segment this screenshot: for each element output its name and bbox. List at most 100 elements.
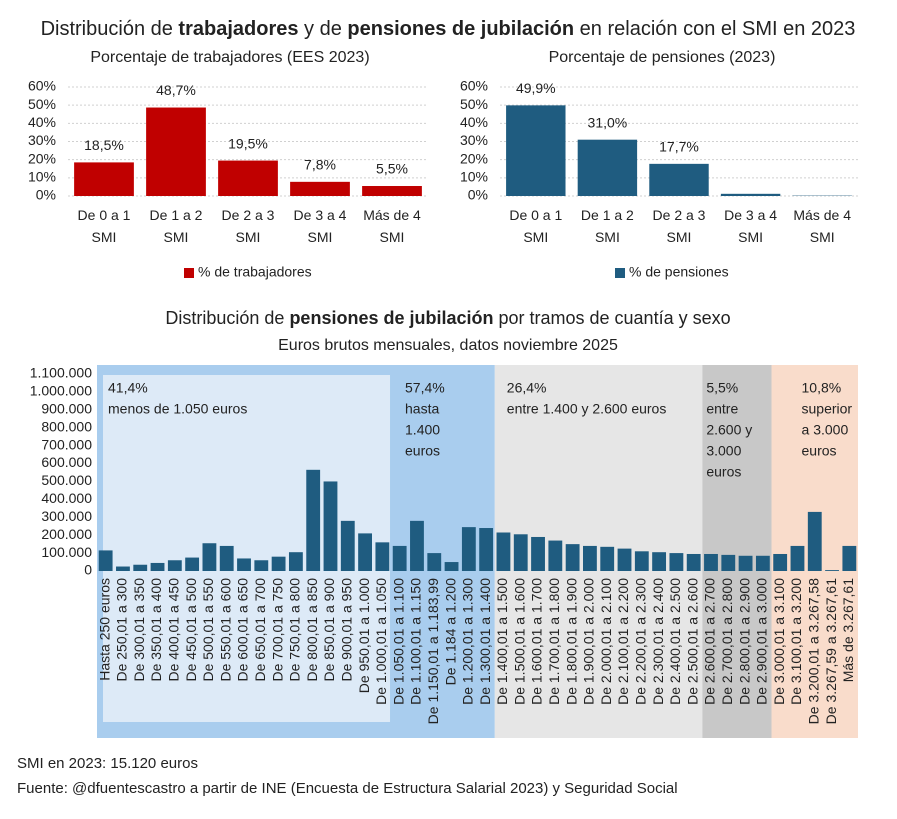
value-label: 49,9% bbox=[516, 80, 556, 96]
x-tick-label: De 1.200,01 a 1.300 bbox=[460, 578, 476, 705]
bar bbox=[392, 545, 407, 571]
bar bbox=[634, 551, 649, 571]
region bbox=[702, 365, 772, 738]
x-tick-line: SMI bbox=[667, 229, 692, 245]
y-tick-label: 20% bbox=[460, 150, 488, 166]
x-tick-label: De 900,01 a 950 bbox=[338, 578, 354, 682]
bar bbox=[340, 520, 355, 571]
x-tick-label: De 550,01 a 600 bbox=[217, 578, 233, 682]
title-part: Distribución de bbox=[41, 18, 179, 40]
x-tick-label: De 1.100,01 a 1.150 bbox=[408, 578, 424, 705]
x-tick-label: De 3.000,01 a 3.100 bbox=[771, 578, 787, 705]
x-tick-line: De 2 a 3 bbox=[653, 207, 706, 223]
x-tick-label: De 850,01 a 900 bbox=[321, 578, 337, 682]
x-tick-label: De 950,01 a 1.000 bbox=[356, 578, 372, 693]
y-tick-label: 0% bbox=[468, 187, 488, 203]
value-label: 19,5% bbox=[228, 135, 268, 151]
x-tick-label: De 2.500,01 a 2.600 bbox=[684, 578, 700, 705]
x-tick-label: De 3.267,59 a 3.267,61 bbox=[823, 578, 839, 725]
x-tick-label: De 2.800,01 a 2.900 bbox=[736, 578, 752, 705]
x-tick-label: De 2.000,01 a 2.100 bbox=[598, 578, 614, 705]
y-tick-label: 100.000 bbox=[41, 544, 92, 560]
bar bbox=[323, 481, 338, 571]
bar bbox=[271, 556, 286, 571]
value-label: 31,0% bbox=[588, 114, 628, 130]
bar bbox=[600, 546, 615, 571]
bar bbox=[531, 536, 545, 571]
bar bbox=[773, 553, 788, 571]
x-tick-label: De 1.300,01 a 1.400 bbox=[477, 578, 493, 705]
bar bbox=[116, 566, 130, 571]
bar bbox=[669, 553, 684, 571]
title-part: pensiones de jubilación bbox=[289, 308, 493, 328]
annotation: 57,4% bbox=[405, 380, 445, 396]
x-tick-label: De 650,01 a 700 bbox=[252, 578, 268, 682]
bar bbox=[617, 548, 632, 571]
bar bbox=[583, 545, 597, 571]
x-tick-line: SMI bbox=[595, 229, 620, 245]
annotation: menos de 1.050 euros bbox=[108, 401, 247, 417]
x-tick-label: De 250,01 a 300 bbox=[114, 578, 130, 682]
x-tick-line: SMI bbox=[308, 229, 333, 245]
title-part: por tramos de cuantía y sexo bbox=[493, 308, 730, 328]
x-tick-line: SMI bbox=[738, 229, 763, 245]
y-tick-label: 700.000 bbox=[41, 436, 92, 452]
y-tick-label: 300.000 bbox=[41, 508, 92, 524]
y-tick-label: 600.000 bbox=[41, 454, 92, 470]
y-tick-label: 60% bbox=[460, 78, 488, 94]
bar bbox=[254, 560, 269, 571]
bar bbox=[167, 560, 182, 571]
x-tick-label: De 2 a 3 SMI bbox=[653, 207, 706, 245]
x-tick-label: De 1 a 2 SMI bbox=[581, 207, 634, 245]
bar bbox=[842, 545, 857, 571]
bar bbox=[825, 570, 839, 571]
annotation: a 3.000 bbox=[802, 422, 849, 438]
x-tick-label: De 1.050,01 a 1.100 bbox=[390, 578, 406, 705]
annotation: 3.000 bbox=[706, 443, 741, 459]
annotation: 26,4% bbox=[507, 380, 547, 396]
bar bbox=[202, 543, 217, 571]
bar bbox=[704, 553, 718, 571]
title-part: pensiones de jubilación bbox=[347, 18, 574, 40]
region bbox=[494, 365, 703, 738]
legend-swatch bbox=[615, 268, 625, 278]
annotation: 2.600 y bbox=[706, 422, 752, 438]
x-tick-line: SMI bbox=[92, 229, 117, 245]
bar bbox=[686, 553, 701, 571]
annotation: 5,5% bbox=[706, 380, 738, 396]
x-tick-label: De 700,01 a 750 bbox=[269, 578, 285, 682]
x-tick-label: De 1.150,01 a 1.183,99 bbox=[425, 578, 441, 725]
x-tick-label: De 1 a 2 SMI bbox=[150, 207, 203, 245]
annotation: entre bbox=[706, 401, 738, 417]
annotation: hasta bbox=[405, 401, 439, 417]
value-label: 7,8% bbox=[304, 157, 336, 173]
chart-title: Distribución de pensiones de jubilación … bbox=[165, 308, 730, 328]
y-tick-label: 50% bbox=[28, 96, 56, 112]
legend-label: % de pensiones bbox=[629, 264, 729, 280]
bar bbox=[375, 542, 390, 571]
chart-title: Porcentaje de pensiones (2023) bbox=[549, 49, 776, 66]
x-tick-label: De 0 a 1 SMI bbox=[78, 207, 131, 245]
bar bbox=[133, 564, 148, 571]
x-tick-label: Más de 3.267,61 bbox=[840, 578, 856, 683]
x-tick-label: De 2.700,01 a 2.800 bbox=[719, 578, 735, 705]
chart-title: Porcentaje de trabajadores (EES 2023) bbox=[90, 49, 369, 66]
bar bbox=[577, 139, 638, 196]
bar bbox=[362, 186, 422, 196]
bar bbox=[74, 162, 134, 196]
value-label: 48,7% bbox=[156, 82, 196, 98]
y-tick-label: 40% bbox=[28, 114, 56, 130]
bar bbox=[290, 181, 350, 196]
x-tick-line: Más de 4 bbox=[363, 207, 421, 223]
x-tick-label: De 1.184 a 1.200 bbox=[442, 578, 458, 686]
chart-subtitle: Euros brutos mensuales, datos noviembre … bbox=[278, 337, 618, 354]
x-tick-label: Más de 4 SMI bbox=[793, 207, 851, 245]
bar bbox=[496, 532, 511, 571]
y-tick-label: 0% bbox=[36, 187, 56, 203]
legend-swatch bbox=[184, 268, 194, 278]
title-part: y de bbox=[298, 18, 347, 40]
bar bbox=[548, 540, 563, 571]
page-title: Distribución de trabajadores y de pensio… bbox=[41, 18, 856, 40]
y-tick-label: 20% bbox=[28, 150, 56, 166]
x-tick-label: De 500,01 a 550 bbox=[200, 578, 216, 682]
